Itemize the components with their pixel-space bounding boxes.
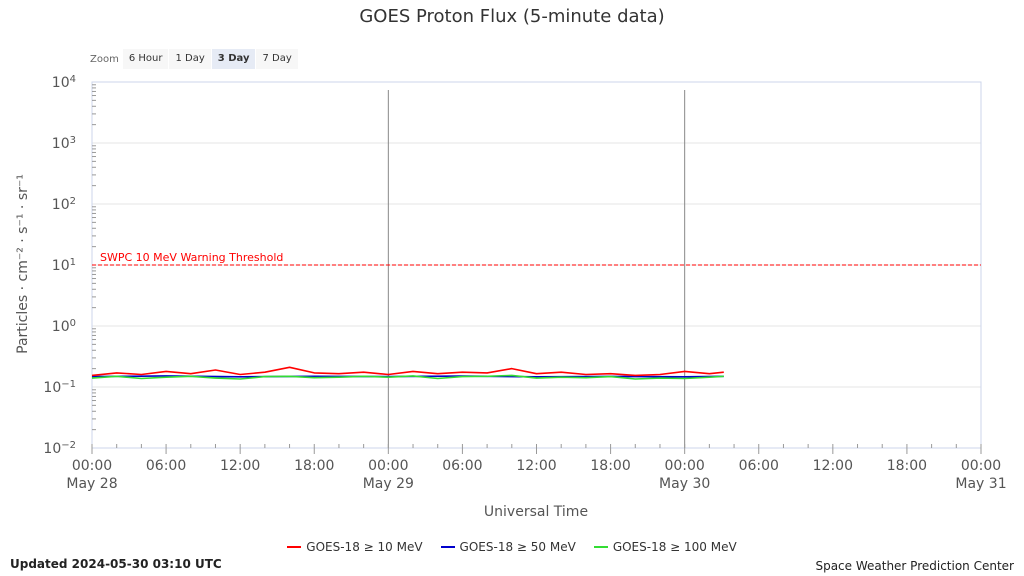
x-tick-label: 00:00: [368, 458, 408, 474]
series-line: [91, 375, 724, 378]
x-axis: 00:00 May 28 06:00 12:00 18:00 00:00 May 29 06:…: [66, 444, 1007, 492]
day-lines: [387, 90, 686, 448]
series-lines: [91, 366, 724, 380]
legend-label: GOES-18 ≥ 10 MeV: [306, 540, 423, 554]
x-tick-label: 00:00: [72, 458, 112, 474]
series-line: [91, 374, 724, 380]
x-tick-label: 00:00: [664, 458, 704, 474]
x-axis-title: Universal Time: [484, 504, 588, 520]
chart-title: GOES Proton Flux (5-minute data): [359, 6, 665, 27]
y-axis-title: Particles · cm⁻² · s⁻¹ · sr⁻¹: [15, 174, 31, 354]
legend: GOES-18 ≥ 10 MeV GOES-18 ≥ 50 MeV GOES-18 …: [0, 540, 1024, 554]
zoom-control: Zoom 6 Hour 1 Day 3 Day 7 Day: [90, 49, 299, 69]
series-line: [91, 366, 724, 377]
legend-item[interactable]: GOES-18 ≥ 10 MeV: [287, 540, 423, 554]
y-tick-label: 100: [52, 318, 76, 336]
zoom-3-day-button[interactable]: 3 Day: [211, 49, 256, 69]
x-tick-label: 18:00: [887, 458, 927, 474]
zoom-6-hour-button[interactable]: 6 Hour: [122, 49, 169, 69]
x-date-label: May 29: [363, 476, 414, 492]
threshold-label: SWPC 10 MeV Warning Threshold: [100, 251, 283, 264]
proton-flux-chart[interactable]: SWPC 10 MeV Warning Threshold 1041031021…: [0, 0, 1024, 530]
x-tick-label: 12:00: [813, 458, 853, 474]
zoom-1-day-button[interactable]: 1 Day: [169, 49, 211, 69]
legend-item[interactable]: GOES-18 ≥ 100 MeV: [593, 540, 737, 554]
x-tick-label: 06:00: [739, 458, 779, 474]
y-tick-label: 101: [52, 257, 76, 275]
updated-timestamp: Updated 2024-05-30 03:10 UTC: [10, 557, 222, 571]
legend-swatch: [593, 546, 608, 548]
threshold: SWPC 10 MeV Warning Threshold: [92, 251, 981, 266]
x-date-label: May 30: [659, 476, 710, 492]
y-tick-label: 103: [52, 135, 76, 153]
x-date-label: May 31: [955, 476, 1006, 492]
legend-swatch: [440, 546, 455, 548]
legend-item[interactable]: GOES-18 ≥ 50 MeV: [440, 540, 576, 554]
y-tick-label: 10−1: [43, 379, 76, 397]
legend-label: GOES-18 ≥ 100 MeV: [612, 540, 737, 554]
x-tick-label: 00:00: [961, 458, 1001, 474]
y-tick-label: 104: [52, 74, 76, 92]
x-tick-label: 12:00: [220, 458, 260, 474]
x-tick-label: 18:00: [590, 458, 630, 474]
y-axis: 104 103 102 101 100 10−1 10−2: [43, 74, 96, 458]
x-tick-label: 06:00: [146, 458, 186, 474]
credit-text: Space Weather Prediction Center: [815, 559, 1014, 573]
legend-swatch: [287, 546, 302, 548]
x-tick-label: 06:00: [442, 458, 482, 474]
zoom-label: Zoom: [90, 53, 119, 65]
x-tick-label: 18:00: [294, 458, 334, 474]
x-tick-label: 12:00: [516, 458, 556, 474]
x-date-label: May 28: [66, 476, 117, 492]
zoom-7-day-button[interactable]: 7 Day: [256, 49, 298, 69]
legend-label: GOES-18 ≥ 50 MeV: [459, 540, 576, 554]
y-tick-label: 10−2: [43, 440, 76, 458]
y-tick-label: 102: [52, 196, 76, 214]
